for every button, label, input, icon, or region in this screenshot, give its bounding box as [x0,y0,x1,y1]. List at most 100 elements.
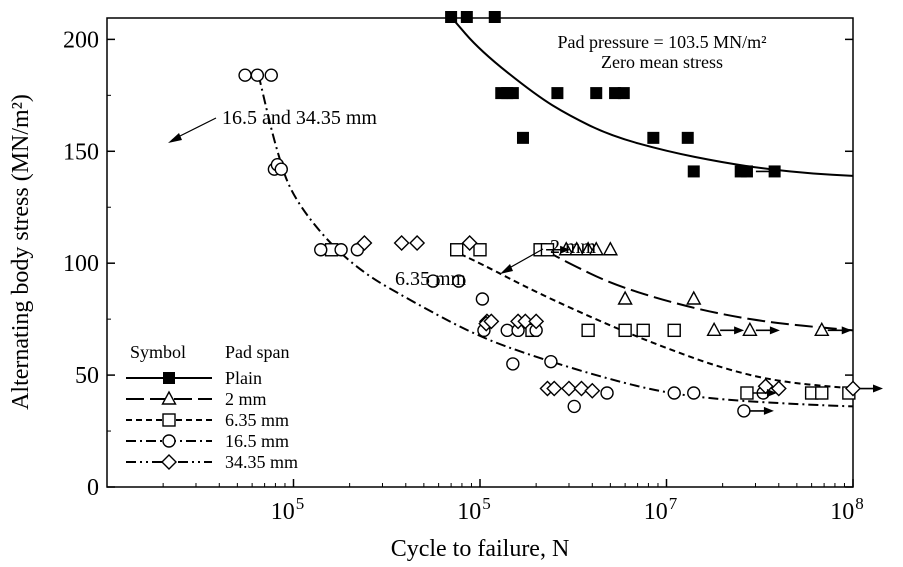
point-34-35-mm [517,313,534,330]
point-plain [445,11,458,23]
label-16-and-34mm: 16.5 and 34.35 mm [222,107,377,129]
conditions-line-2: Zero mean stress [601,52,723,72]
point-16-5-mm [567,399,581,414]
runout-arrowhead-6-35-mm [766,389,777,397]
point-34-35-mm [409,235,426,252]
legend-header-symbol: Symbol [130,342,186,362]
point-6-35-mm [473,243,487,257]
point-34-35-mm [560,380,577,397]
legend-marker-plain [163,372,175,384]
x-axis-label: Cycle to failure, N [391,536,570,562]
runout-arrowhead-plain [769,167,780,176]
point-2-mm [706,321,722,337]
point-plain [740,165,753,178]
point-2-mm [814,321,830,337]
point-plain [551,87,564,100]
point-6-35-mm [449,243,464,257]
point-34-35-mm [573,380,590,397]
point-34-35-mm [528,313,545,330]
point-16-5-mm [452,274,466,288]
x-axis-ticks: 105 105 107 108 [162,479,864,525]
runout-arrowhead-2-mm [734,326,745,335]
point-34-35-mm [584,382,601,399]
point-16-5-mm [314,243,328,257]
y-tick-label: 150 [63,139,99,165]
point-plain [687,165,700,178]
y-tick-label: 100 [63,251,99,277]
point-2-mm [617,290,633,305]
y-tick-label: 0 [87,475,99,501]
runout-arrows [546,167,883,415]
point-2-mm [602,241,619,256]
runout-arrowhead-34-35-mm [873,384,883,393]
point-2-mm [686,290,702,305]
point-34-35-mm [356,235,373,252]
y-tick-label: 200 [63,27,99,53]
point-16-5-mm [737,404,751,418]
point-6-35-mm [740,386,754,400]
point-plain [590,87,603,100]
point-16-5-mm [506,357,520,371]
point-2-mm [588,241,604,256]
point-plain [506,87,519,100]
point-34-35-mm [546,380,563,397]
curve-6-35-mm [450,248,854,390]
x-tick-exponent: 7 [669,494,678,513]
fitted-curves [257,16,854,408]
curve-2-mm [543,248,854,332]
runout-arrowhead-16-5-mm [763,406,774,415]
point-16-5-mm [667,386,681,400]
x-tick-label: 108 [830,494,864,525]
point-6-35-mm [815,386,829,400]
y-axis-ticks: 0 50 100 150 200 [63,27,853,501]
label-16-and-34mm-arrowhead [168,133,182,143]
legend-header-pad-span: Pad span [225,342,290,362]
point-16-5-mm [334,243,348,257]
point-plain [488,11,501,23]
point-16-5-mm [687,386,701,400]
point-16-5-mm [274,162,288,176]
runout-arrowhead-6-35-mm [560,245,571,254]
x-tick-label: 105 [457,494,491,525]
label-6-35mm: 6.35 mm [395,268,467,290]
point-16-5-mm [544,354,558,369]
legend-label-2-mm: 2 mm [225,389,267,409]
point-16-5-mm [264,68,278,82]
runout-arrowhead-2-mm [841,326,852,335]
point-6-35-mm [618,323,632,338]
legend-marker-34-35-mm [161,454,177,470]
point-6-35-mm [636,323,650,338]
point-16-5-mm [426,274,440,288]
runout-arrowhead-2-mm [769,326,780,335]
point-6-35-mm [581,323,595,338]
y-tick-label: 50 [75,363,99,389]
point-34-35-mm [483,313,500,330]
point-16-5-mm [250,68,265,82]
data-points [238,11,861,418]
point-plain [460,11,473,23]
x-tick-exponent: 5 [482,494,491,513]
point-16-5-mm [238,68,252,82]
point-34-35-mm [845,380,861,397]
legend-label-6-35-mm: 6.35 mm [225,410,289,430]
annotations: Pad pressure = 103.5 MN/m² Zero mean str… [168,32,767,290]
point-plain [617,87,630,100]
legend-label-34-35-mm: 34.35 mm [225,452,298,472]
x-tick-exponent: 8 [855,494,864,513]
legend-marker-16-5-mm [162,434,176,448]
y-axis-label: Alternating body stress (MN/m²) [8,94,34,410]
point-16-5-mm [600,386,614,400]
point-34-35-mm [393,235,410,252]
point-plain [647,131,660,144]
legend-marker-6-35-mm [162,413,176,427]
point-plain [681,131,694,144]
x-tick-label: 105 [271,494,305,525]
point-34-35-mm [461,235,478,252]
legend-label-16-5-mm: 16.5 mm [225,431,289,451]
point-34-35-mm [770,380,787,397]
label-2mm-arrowhead [500,264,513,274]
label-2mm: 2 mm [550,236,597,258]
